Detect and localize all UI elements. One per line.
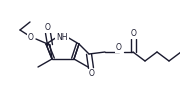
Text: NH: NH [56,33,68,43]
Text: O: O [45,23,51,33]
Text: O: O [131,29,137,38]
Text: O: O [28,33,34,42]
Text: O: O [116,43,122,53]
Text: O: O [89,69,95,79]
